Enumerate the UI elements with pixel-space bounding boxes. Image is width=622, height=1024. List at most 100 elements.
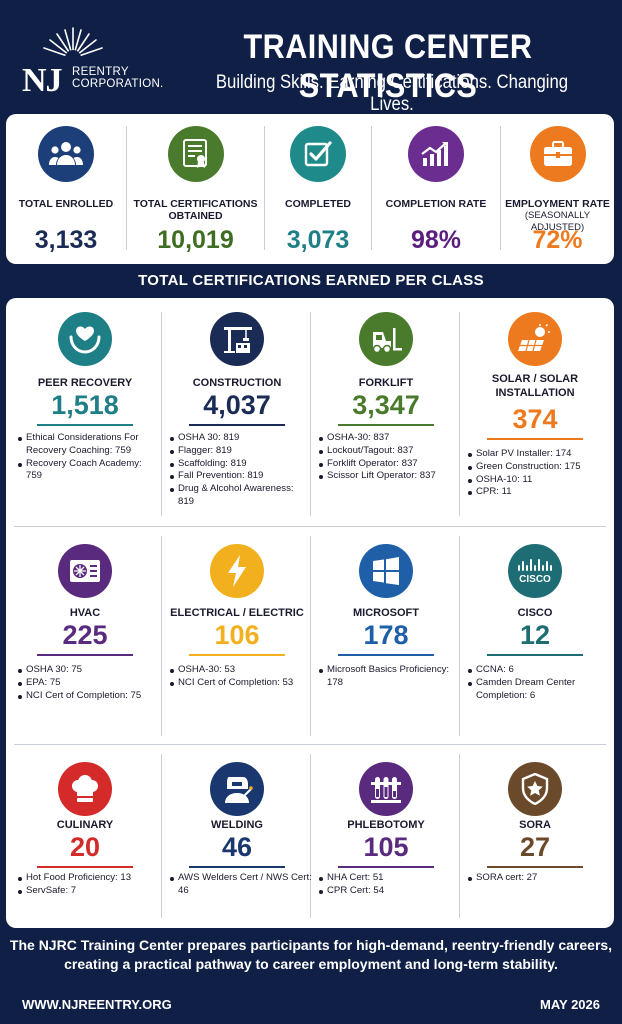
lightning-icon bbox=[210, 544, 264, 598]
class-solar: SOLAR / SOLAR INSTALLATION 374 Solar PV … bbox=[460, 298, 610, 526]
cert-item: Flagger: 819 bbox=[170, 445, 312, 458]
report-date: MAY 2026 bbox=[540, 997, 600, 1012]
stat-value: 98% bbox=[410, 226, 462, 254]
cisco-logo-icon: CISCO bbox=[508, 544, 562, 598]
class-name: ELECTRICAL / ELECTRIC bbox=[170, 607, 304, 619]
stat-value: 3,133 bbox=[34, 226, 98, 254]
class-count: 4,037 bbox=[203, 390, 271, 420]
cert-list: Ethical Considerations For Recovery Coac… bbox=[18, 432, 160, 483]
cert-list: OSHA-30: 837 Lockout/Tagout: 837 Forklif… bbox=[319, 432, 461, 483]
divider bbox=[310, 312, 311, 516]
hvac-unit-icon bbox=[58, 544, 112, 598]
class-count: 105 bbox=[363, 832, 409, 862]
njrc-logo[interactable]: NJ REENTRY CORPORATION. bbox=[10, 22, 163, 102]
stat-total-certifications: TOTAL CERTIFICATIONS OBTAINED 10,019 bbox=[127, 114, 264, 264]
class-culinary: CULINARY 20 Hot Food Proficiency: 13 Ser… bbox=[10, 748, 160, 924]
cert-item: OSHA-30: 837 bbox=[319, 432, 461, 445]
cisco-logo-text: CISCO bbox=[519, 574, 551, 585]
divider bbox=[126, 126, 127, 250]
stat-label: TOTAL ENROLLED bbox=[18, 198, 114, 210]
cert-item: Hot Food Proficiency: 13 bbox=[18, 872, 160, 885]
stat-label: TOTAL CERTIFICATIONS OBTAINED bbox=[133, 198, 258, 222]
stat-label: EMPLOYMENT RATE (SEASONALLY ADJUSTED) bbox=[501, 198, 614, 234]
divider bbox=[14, 744, 606, 745]
class-name: CULINARY bbox=[56, 819, 114, 831]
class-count: 3,347 bbox=[352, 390, 420, 420]
class-name: CONSTRUCTION bbox=[192, 377, 282, 389]
cert-item: NHA Cert: 51 bbox=[319, 872, 461, 885]
website-link[interactable]: WWW.NJREENTRY.ORG bbox=[22, 997, 172, 1012]
divider bbox=[264, 126, 265, 250]
cert-item: EPA: 75 bbox=[18, 677, 160, 690]
class-count: 178 bbox=[363, 620, 409, 650]
growth-chart-icon bbox=[408, 126, 464, 182]
footer-statement: The NJRC Training Center prepares partic… bbox=[9, 937, 613, 972]
class-peer-recovery: PEER RECOVERY 1,518 Ethical Consideratio… bbox=[10, 298, 160, 526]
class-underline bbox=[338, 424, 434, 426]
cert-item: Forklift Operator: 837 bbox=[319, 458, 461, 471]
stat-employment-rate: EMPLOYMENT RATE (SEASONALLY ADJUSTED) 72… bbox=[501, 114, 614, 264]
class-name: CISCO bbox=[517, 607, 553, 619]
class-underline bbox=[487, 866, 583, 868]
divider bbox=[161, 536, 162, 736]
class-underline bbox=[37, 424, 133, 426]
cert-list: OSHA 30: 75 EPA: 75 NCI Cert of Completi… bbox=[18, 664, 160, 702]
cert-item: Ethical Considerations For Recovery Coac… bbox=[18, 432, 160, 458]
checkbox-icon bbox=[290, 126, 346, 182]
cert-item: OSHA 30: 819 bbox=[170, 432, 312, 445]
cert-item: Scaffolding: 819 bbox=[170, 458, 312, 471]
page-subtitle: Building Skills. Earning Certifications.… bbox=[215, 72, 569, 115]
chef-hat-icon bbox=[58, 762, 112, 816]
class-underline bbox=[37, 654, 133, 656]
stat-label: COMPLETED bbox=[285, 198, 351, 210]
page-title: TRAINING CENTER STATISTICS bbox=[243, 28, 533, 105]
windows-logo-icon bbox=[359, 544, 413, 598]
class-name: MICROSOFT bbox=[353, 607, 419, 619]
cert-item: OSHA-30: 53 bbox=[170, 664, 312, 677]
classes-panel: PEER RECOVERY 1,518 Ethical Consideratio… bbox=[6, 298, 614, 928]
class-count: 1,518 bbox=[51, 390, 119, 420]
divider bbox=[459, 754, 460, 918]
stat-completed: COMPLETED 3,073 bbox=[265, 114, 371, 264]
cert-item: OSHA 30: 75 bbox=[18, 664, 160, 677]
divider bbox=[310, 536, 311, 736]
cert-list: NHA Cert: 51 CPR Cert: 54 bbox=[319, 872, 461, 898]
class-count: 225 bbox=[62, 620, 108, 650]
cert-item: Recovery Coach Academy: 759 bbox=[18, 458, 160, 484]
class-name: PHLEBOTOMY bbox=[347, 819, 425, 831]
stat-value: 72% bbox=[532, 226, 583, 254]
cert-item: Camden Dream Center Completion: 6 bbox=[468, 677, 610, 703]
divider bbox=[459, 536, 460, 736]
class-name: PEER RECOVERY bbox=[37, 377, 133, 389]
class-count: 27 bbox=[519, 832, 551, 862]
test-tubes-icon bbox=[359, 762, 413, 816]
cert-item: OSHA-10: 11 bbox=[468, 474, 610, 487]
class-underline bbox=[189, 654, 285, 656]
certificate-icon bbox=[167, 126, 224, 182]
cert-list: CCNA: 6 Camden Dream Center Completion: … bbox=[468, 664, 610, 702]
class-underline bbox=[189, 424, 285, 426]
class-underline bbox=[487, 654, 583, 656]
divider bbox=[14, 526, 606, 527]
stat-value: 3,073 bbox=[286, 226, 350, 254]
cert-item: NCI Cert of Completion: 75 bbox=[18, 690, 160, 703]
class-count: 374 bbox=[512, 404, 558, 434]
cert-item: Microsoft Basics Proficiency: 178 bbox=[319, 664, 461, 690]
stat-label: COMPLETION RATE bbox=[385, 198, 487, 210]
cert-item: NCI Cert of Completion: 53 bbox=[170, 677, 312, 690]
class-count: 12 bbox=[519, 620, 551, 650]
cert-list: SORA cert: 27 bbox=[468, 872, 610, 885]
cert-item: AWS Welders Cert / NWS Cert: 46 bbox=[170, 872, 312, 898]
class-underline bbox=[338, 654, 434, 656]
class-count: 20 bbox=[69, 832, 101, 862]
cert-item: CCNA: 6 bbox=[468, 664, 610, 677]
people-icon bbox=[38, 126, 94, 182]
divider bbox=[161, 312, 162, 516]
stat-total-enrolled: TOTAL ENROLLED 3,133 bbox=[6, 114, 126, 264]
stat-value: 10,019 bbox=[157, 226, 234, 254]
cert-list: Solar PV Installer: 174 Green Constructi… bbox=[468, 448, 610, 499]
cert-item: Scissor Lift Operator: 837 bbox=[319, 470, 461, 483]
class-cisco: CISCO CISCO 12 CCNA: 6 Camden Dream Cent… bbox=[460, 530, 610, 744]
divider bbox=[371, 126, 372, 250]
cert-item: Lockout/Tagout: 837 bbox=[319, 445, 461, 458]
